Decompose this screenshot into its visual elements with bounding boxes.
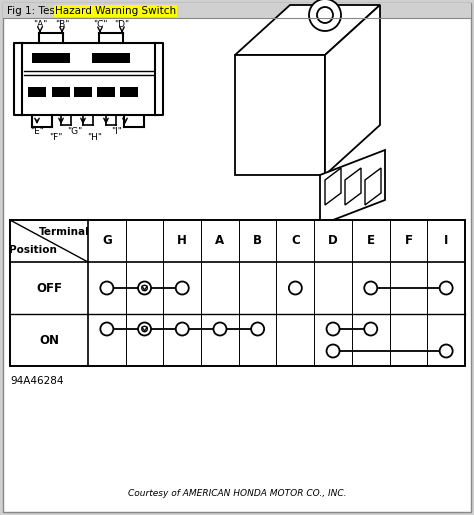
Circle shape [176, 322, 189, 335]
Text: F: F [404, 234, 412, 248]
Bar [74, 87, 92, 97]
Bar [52, 87, 70, 97]
Circle shape [213, 322, 227, 335]
Text: Terminal: Terminal [39, 227, 90, 237]
Text: "A": "A" [33, 20, 47, 29]
Circle shape [327, 345, 339, 357]
Bar [3, 3, 471, 18]
Circle shape [289, 282, 302, 295]
Polygon shape [235, 55, 325, 175]
Text: D: D [328, 234, 338, 248]
Polygon shape [325, 168, 341, 205]
Circle shape [327, 322, 339, 335]
Bar [97, 87, 115, 97]
Text: B: B [253, 234, 262, 248]
Text: ON: ON [39, 334, 59, 347]
Bar [10, 220, 465, 366]
Text: "G": "G" [67, 127, 82, 136]
Text: A: A [215, 234, 225, 248]
Text: 94A46284: 94A46284 [10, 376, 64, 386]
Polygon shape [365, 168, 381, 205]
Polygon shape [235, 5, 380, 55]
Text: Hazard Warning Switch: Hazard Warning Switch [55, 6, 176, 16]
Polygon shape [325, 5, 380, 175]
Polygon shape [345, 168, 361, 205]
Circle shape [142, 327, 147, 332]
Circle shape [251, 322, 264, 335]
Circle shape [100, 282, 113, 295]
Text: "H": "H" [88, 133, 102, 142]
Text: "I": "I" [111, 127, 122, 136]
Text: C: C [291, 234, 300, 248]
Circle shape [364, 322, 377, 335]
Circle shape [142, 285, 147, 291]
Circle shape [100, 322, 113, 335]
Text: Courtesy of AMERICAN HONDA MOTOR CO., INC.: Courtesy of AMERICAN HONDA MOTOR CO., IN… [128, 489, 346, 497]
Text: "E": "E" [30, 127, 44, 136]
Text: H: H [177, 234, 187, 248]
Circle shape [440, 282, 453, 295]
Text: I: I [444, 234, 448, 248]
Bar [92, 53, 130, 63]
Circle shape [364, 282, 377, 295]
Bar [28, 87, 46, 97]
Text: OFF: OFF [36, 282, 62, 295]
Text: Position: Position [9, 245, 57, 255]
Polygon shape [320, 150, 385, 225]
Bar [120, 87, 138, 97]
Circle shape [138, 282, 151, 295]
Text: "B": "B" [55, 20, 69, 29]
Text: "F": "F" [49, 133, 63, 142]
Circle shape [440, 345, 453, 357]
Circle shape [138, 322, 151, 335]
Circle shape [317, 7, 333, 23]
Text: Fig 1: Testing: Fig 1: Testing [7, 6, 79, 16]
Text: "D": "D" [114, 20, 129, 29]
Bar [32, 53, 70, 63]
Circle shape [309, 0, 341, 31]
Circle shape [176, 282, 189, 295]
Text: E: E [367, 234, 375, 248]
Text: G: G [102, 234, 112, 248]
Text: "C": "C" [93, 20, 107, 29]
